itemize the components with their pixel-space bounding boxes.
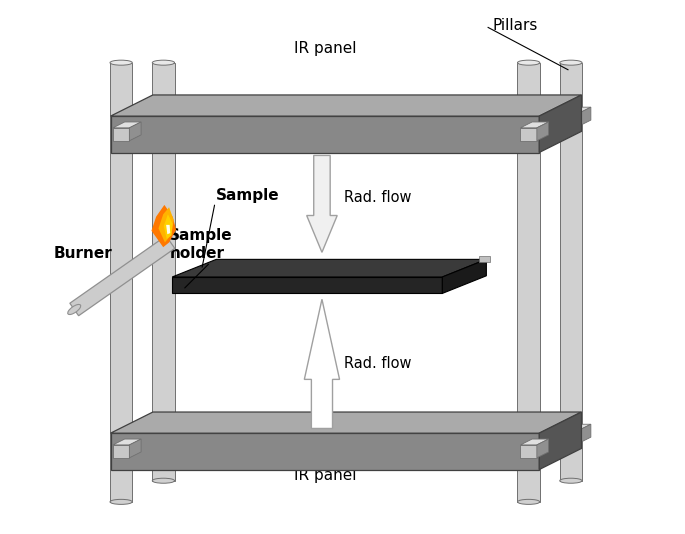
Polygon shape <box>562 107 591 113</box>
Polygon shape <box>537 439 549 458</box>
Polygon shape <box>479 256 490 262</box>
Polygon shape <box>521 445 537 458</box>
Polygon shape <box>521 439 549 445</box>
Text: Sample
holder: Sample holder <box>169 229 233 261</box>
Polygon shape <box>172 277 443 293</box>
Ellipse shape <box>110 60 132 65</box>
Polygon shape <box>537 122 549 141</box>
Ellipse shape <box>560 478 582 483</box>
Polygon shape <box>110 95 582 116</box>
Polygon shape <box>539 412 582 469</box>
Text: Burner: Burner <box>53 246 112 261</box>
Polygon shape <box>562 424 591 430</box>
Text: IR panel: IR panel <box>294 468 356 483</box>
Polygon shape <box>172 424 184 443</box>
Polygon shape <box>521 128 537 141</box>
Polygon shape <box>521 122 549 128</box>
Polygon shape <box>307 155 337 253</box>
Polygon shape <box>113 439 141 445</box>
Ellipse shape <box>110 499 132 505</box>
Polygon shape <box>113 445 129 458</box>
Ellipse shape <box>517 499 540 505</box>
Polygon shape <box>562 430 579 443</box>
Ellipse shape <box>517 60 540 65</box>
Text: IR panel: IR panel <box>294 41 356 56</box>
Ellipse shape <box>152 478 175 483</box>
Polygon shape <box>539 95 582 153</box>
Polygon shape <box>155 424 184 430</box>
Polygon shape <box>164 214 173 239</box>
Polygon shape <box>579 424 591 443</box>
Polygon shape <box>443 260 486 293</box>
Polygon shape <box>110 433 539 469</box>
Polygon shape <box>70 236 175 316</box>
Ellipse shape <box>152 60 175 65</box>
Polygon shape <box>517 62 540 502</box>
Text: Sample: Sample <box>216 188 280 203</box>
Ellipse shape <box>68 304 81 315</box>
Polygon shape <box>152 62 175 481</box>
Polygon shape <box>579 107 591 126</box>
Polygon shape <box>560 62 582 481</box>
Polygon shape <box>158 207 174 242</box>
Polygon shape <box>155 113 172 126</box>
Polygon shape <box>113 128 129 141</box>
Polygon shape <box>110 116 539 153</box>
Polygon shape <box>129 122 141 141</box>
Polygon shape <box>129 439 141 458</box>
Polygon shape <box>110 412 582 433</box>
Polygon shape <box>166 225 171 234</box>
Text: Pillars: Pillars <box>493 18 538 33</box>
Text: Rad. flow: Rad. flow <box>345 356 412 371</box>
Polygon shape <box>172 260 486 277</box>
Polygon shape <box>110 62 132 502</box>
Polygon shape <box>155 430 172 443</box>
Ellipse shape <box>560 60 582 65</box>
Polygon shape <box>113 122 141 128</box>
Polygon shape <box>304 299 340 428</box>
Text: Rad. flow: Rad. flow <box>345 190 412 205</box>
Polygon shape <box>172 107 184 126</box>
Polygon shape <box>562 113 579 126</box>
Polygon shape <box>151 205 176 247</box>
Polygon shape <box>155 107 184 113</box>
